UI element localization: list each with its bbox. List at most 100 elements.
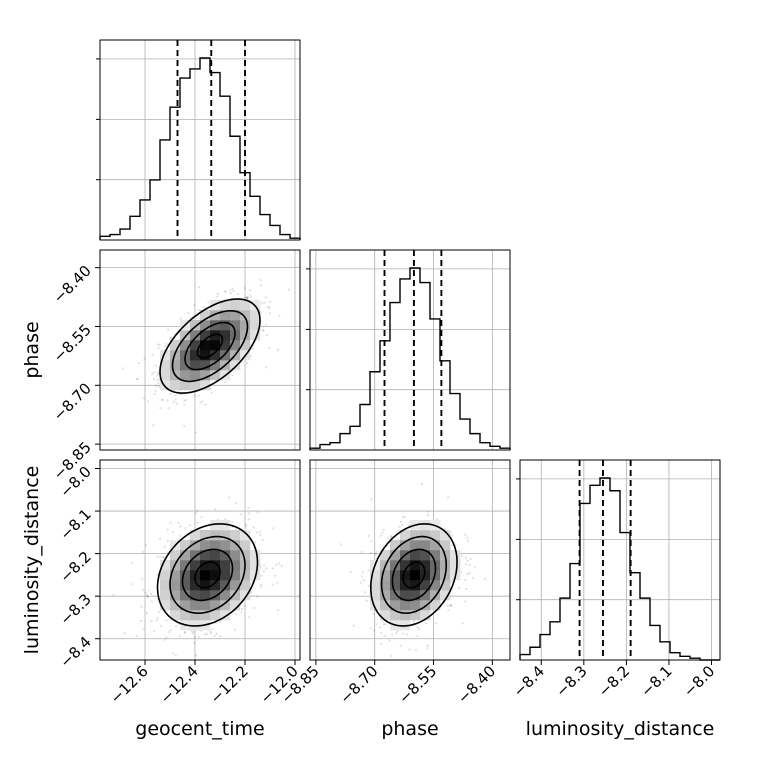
scatter-point (167, 328, 170, 332)
y-axis-label-phase: phase (21, 321, 43, 378)
density-cell (420, 600, 431, 611)
scatter-point (172, 652, 175, 655)
scatter-point (219, 620, 222, 623)
scatter-point (213, 508, 217, 511)
x-tick-label: −12.6 (107, 662, 152, 707)
density-cell (450, 550, 461, 561)
scatter-point (231, 521, 234, 524)
scatter-point (197, 309, 200, 312)
scatter-point (158, 610, 161, 613)
density-cell (410, 550, 421, 561)
scatter-point (255, 531, 258, 534)
density-cell (230, 580, 241, 591)
density-cell (390, 600, 401, 611)
scatter-point (158, 385, 161, 388)
density-cell (220, 570, 231, 581)
density-cell (230, 320, 241, 331)
scatter-point (169, 629, 172, 632)
scatter-point (154, 364, 157, 367)
scatter-point (175, 625, 178, 628)
density-cell (400, 570, 411, 581)
scatter-point (188, 524, 191, 527)
scatter-point (375, 623, 378, 626)
scatter-point (183, 631, 186, 635)
density-cell (410, 530, 421, 541)
density-cell (160, 570, 171, 581)
density-cell (200, 360, 211, 371)
scatter-point (256, 511, 259, 514)
scatter-point (413, 620, 416, 623)
scatter-point (451, 544, 454, 547)
scatter-point (384, 623, 387, 626)
density-cell (210, 580, 221, 591)
scatter-point (450, 534, 453, 537)
density-cell (430, 530, 441, 541)
scatter-point (193, 394, 196, 397)
density-cell (440, 560, 451, 571)
density-cell (190, 350, 201, 361)
density-cell (200, 350, 211, 361)
scatter-point (232, 289, 235, 292)
y-tick-label: −8.4 (56, 633, 94, 671)
density-cell (420, 520, 431, 531)
scatter-point (153, 378, 156, 381)
density-cell (200, 560, 211, 571)
density-cell (230, 530, 241, 541)
scatter-point (261, 538, 264, 542)
density-cell (170, 610, 181, 621)
x-tick-label: −8.2 (595, 662, 633, 700)
contour-level-4 (370, 523, 458, 627)
density-cell (410, 540, 421, 551)
scatter-point (194, 512, 197, 515)
density-cell (170, 570, 181, 581)
scatter-point (211, 627, 214, 630)
scatter-point (191, 632, 194, 635)
density-cell (220, 340, 231, 351)
contour-level-3 (171, 310, 249, 383)
contour-level-2 (184, 321, 236, 371)
density-cell (190, 610, 201, 621)
density-cell (210, 550, 221, 561)
scatter-point (135, 635, 138, 638)
density-cell (200, 370, 211, 381)
scatter-point (167, 630, 171, 634)
scatter-point (131, 561, 134, 564)
density-cell (240, 340, 251, 351)
histogram-luminosity_distance (519, 477, 720, 661)
density-cell (230, 570, 241, 581)
scatter-point (405, 633, 408, 636)
density-cell (420, 540, 431, 551)
scatter-point (383, 634, 386, 638)
scatter-point (183, 424, 186, 428)
density-cell (180, 600, 191, 611)
density-cell (200, 330, 211, 341)
density-cell (160, 360, 171, 371)
density-cell (240, 550, 251, 561)
scatter-point (236, 292, 239, 296)
density-cell (210, 530, 221, 541)
scatter-point (123, 632, 126, 635)
scatter-point (468, 563, 471, 567)
density-cell (200, 530, 211, 541)
scatter-point (142, 589, 145, 592)
density-cell (250, 310, 261, 321)
density-cell (160, 590, 171, 601)
density-cell (190, 330, 201, 341)
scatter-point (260, 574, 263, 577)
scatter-point (247, 506, 250, 509)
x-tick-label: −12.2 (207, 662, 252, 707)
density-cell (440, 530, 451, 541)
scatter-point (426, 644, 429, 648)
scatter-point (245, 525, 248, 528)
scatter-point (449, 604, 452, 607)
scatter-point (166, 399, 169, 402)
scatter-point (136, 378, 139, 381)
scatter-point (154, 389, 157, 392)
scatter-point (152, 424, 155, 427)
scatter-point (197, 317, 200, 320)
x-tick-label: −8.55 (395, 662, 440, 707)
scatter-point (265, 366, 268, 369)
density-cell (420, 570, 431, 581)
scatter-point (370, 498, 373, 501)
